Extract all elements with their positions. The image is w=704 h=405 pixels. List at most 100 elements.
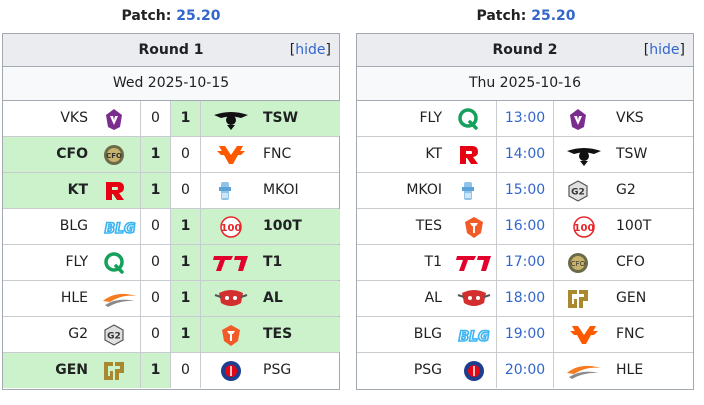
team-left-cell[interactable]: FLY: [357, 101, 494, 136]
hle-logo-icon: [566, 359, 602, 383]
team-right-cell[interactable]: CFO CFO: [554, 245, 694, 280]
team-name[interactable]: MKOI: [406, 182, 442, 198]
match-row: T1 17:00 CFO CFO: [357, 245, 693, 281]
match-time-link[interactable]: 19:00: [496, 317, 554, 352]
team-name[interactable]: AL: [424, 290, 442, 306]
team-name[interactable]: TES: [415, 218, 442, 234]
cfo-logo-icon: CFO: [102, 143, 126, 167]
team-name[interactable]: T1: [424, 254, 442, 270]
team-name[interactable]: GEN: [55, 362, 88, 378]
team-right-cell[interactable]: TSW: [200, 101, 340, 136]
team-left-cell[interactable]: GEN: [3, 353, 140, 388]
team-right-cell[interactable]: FNC: [200, 137, 340, 172]
fnc-logo-icon: [566, 323, 602, 347]
team-left-cell[interactable]: KT: [357, 137, 494, 172]
team-right-cell[interactable]: VKS: [554, 101, 694, 136]
round2-title: Round 2: [492, 42, 558, 58]
score-left: 1: [140, 137, 170, 172]
team-name[interactable]: T1: [263, 254, 283, 270]
team-right-cell[interactable]: MKOI: [200, 173, 340, 208]
team-name[interactable]: TES: [263, 326, 293, 342]
team-left-cell[interactable]: AL: [357, 281, 494, 316]
team-name[interactable]: HLE: [60, 290, 88, 306]
team-name[interactable]: PSG: [263, 362, 292, 378]
match-row: HLE 0 1 AL: [3, 281, 340, 317]
team-right-cell[interactable]: T1: [200, 245, 340, 280]
team-right-cell[interactable]: PSG: [200, 353, 340, 388]
patch-version-link[interactable]: 25.20: [531, 8, 576, 24]
patch-text: Patch:: [121, 8, 172, 24]
match-time-link[interactable]: 14:00: [496, 137, 554, 172]
team-right-cell[interactable]: G2 G2: [554, 173, 694, 208]
score-right: 1: [170, 281, 200, 316]
team-name[interactable]: BLG: [413, 326, 442, 342]
team-right-cell[interactable]: GEN: [554, 281, 694, 316]
match-time-link[interactable]: 20:00: [496, 353, 554, 388]
team-name[interactable]: KT: [67, 182, 88, 198]
match-time-link[interactable]: 13:00: [496, 101, 554, 136]
team-left-cell[interactable]: FLY: [3, 245, 140, 280]
hle-logo-icon: [102, 287, 137, 311]
team-name[interactable]: G2: [616, 182, 636, 198]
patch-version-link[interactable]: 25.20: [176, 8, 221, 24]
100t-logo-icon: 100: [213, 215, 249, 239]
team-name[interactable]: CFO: [616, 254, 645, 270]
team-name[interactable]: FLY: [419, 110, 442, 126]
team-name[interactable]: GEN: [616, 290, 647, 306]
team-name[interactable]: AL: [263, 290, 283, 306]
team-name[interactable]: G2: [68, 326, 88, 342]
team-left-cell[interactable]: MKOI: [357, 173, 494, 208]
team-left-cell[interactable]: HLE: [3, 281, 140, 316]
team-right-cell[interactable]: TSW: [554, 137, 694, 172]
score-left: 0: [140, 101, 170, 136]
match-row: BLG BLG 0 1 100 100T: [3, 209, 340, 245]
team-name[interactable]: TSW: [616, 146, 648, 162]
svg-text:BLG: BLG: [458, 329, 489, 345]
tsw-logo-icon: [213, 107, 249, 131]
team-right-cell[interactable]: FNC: [554, 317, 694, 352]
team-left-cell[interactable]: KT: [3, 173, 140, 208]
team-right-cell[interactable]: AL: [200, 281, 340, 316]
team-right-cell[interactable]: HLE: [554, 353, 694, 388]
match-time-link[interactable]: 15:00: [496, 173, 554, 208]
team-right-cell[interactable]: 100 100T: [200, 209, 340, 244]
team-left-cell[interactable]: BLG BLG: [357, 317, 494, 352]
team-left-cell[interactable]: TES: [357, 209, 494, 244]
team-name[interactable]: 100T: [616, 218, 652, 234]
team-left-cell[interactable]: T1: [357, 245, 494, 280]
team-left-cell[interactable]: G2 G2: [3, 317, 140, 352]
team-left-cell[interactable]: VKS: [3, 101, 140, 136]
team-name[interactable]: FLY: [65, 254, 88, 270]
team-right-cell[interactable]: 100 100T: [554, 209, 694, 244]
team-name[interactable]: BLG: [59, 218, 88, 234]
team-name[interactable]: MKOI: [263, 182, 299, 198]
team-left-cell[interactable]: PSG: [357, 353, 494, 388]
team-name[interactable]: PSG: [413, 362, 442, 378]
team-name[interactable]: FNC: [263, 146, 292, 162]
round1-hide-toggle[interactable]: [hide]: [289, 42, 331, 58]
team-name[interactable]: CFO: [56, 146, 88, 162]
round1-title: Round 1: [138, 42, 204, 58]
round2-hide-toggle[interactable]: [hide]: [643, 42, 685, 58]
cfo-logo-icon: CFO: [566, 251, 602, 275]
team-left-cell[interactable]: CFO CFO: [3, 137, 140, 172]
team-name[interactable]: VKS: [60, 110, 88, 126]
kt-logo-icon: [102, 179, 126, 203]
team-name[interactable]: HLE: [616, 362, 644, 378]
team-name[interactable]: TSW: [263, 110, 299, 126]
team-name[interactable]: 100T: [263, 218, 302, 234]
match-row: CFO CFO 1 0 FNC: [3, 137, 339, 173]
team-name[interactable]: VKS: [616, 110, 644, 126]
mkoi-logo-icon: [213, 179, 249, 203]
team-name[interactable]: KT: [425, 146, 442, 162]
match-time-link[interactable]: 16:00: [496, 209, 554, 244]
match-row: KT 14:00 TSW: [357, 137, 693, 173]
team-left-cell[interactable]: BLG BLG: [3, 209, 140, 244]
match-row: MKOI 15:00 G2 G2: [357, 173, 693, 209]
match-time-link[interactable]: 18:00: [496, 281, 554, 316]
team-name[interactable]: FNC: [616, 326, 645, 342]
team-right-cell[interactable]: TES: [200, 317, 340, 352]
fnc-logo-icon: [213, 143, 249, 167]
round2-date: Thu 2025-10-16: [357, 67, 693, 101]
match-time-link[interactable]: 17:00: [496, 245, 554, 280]
